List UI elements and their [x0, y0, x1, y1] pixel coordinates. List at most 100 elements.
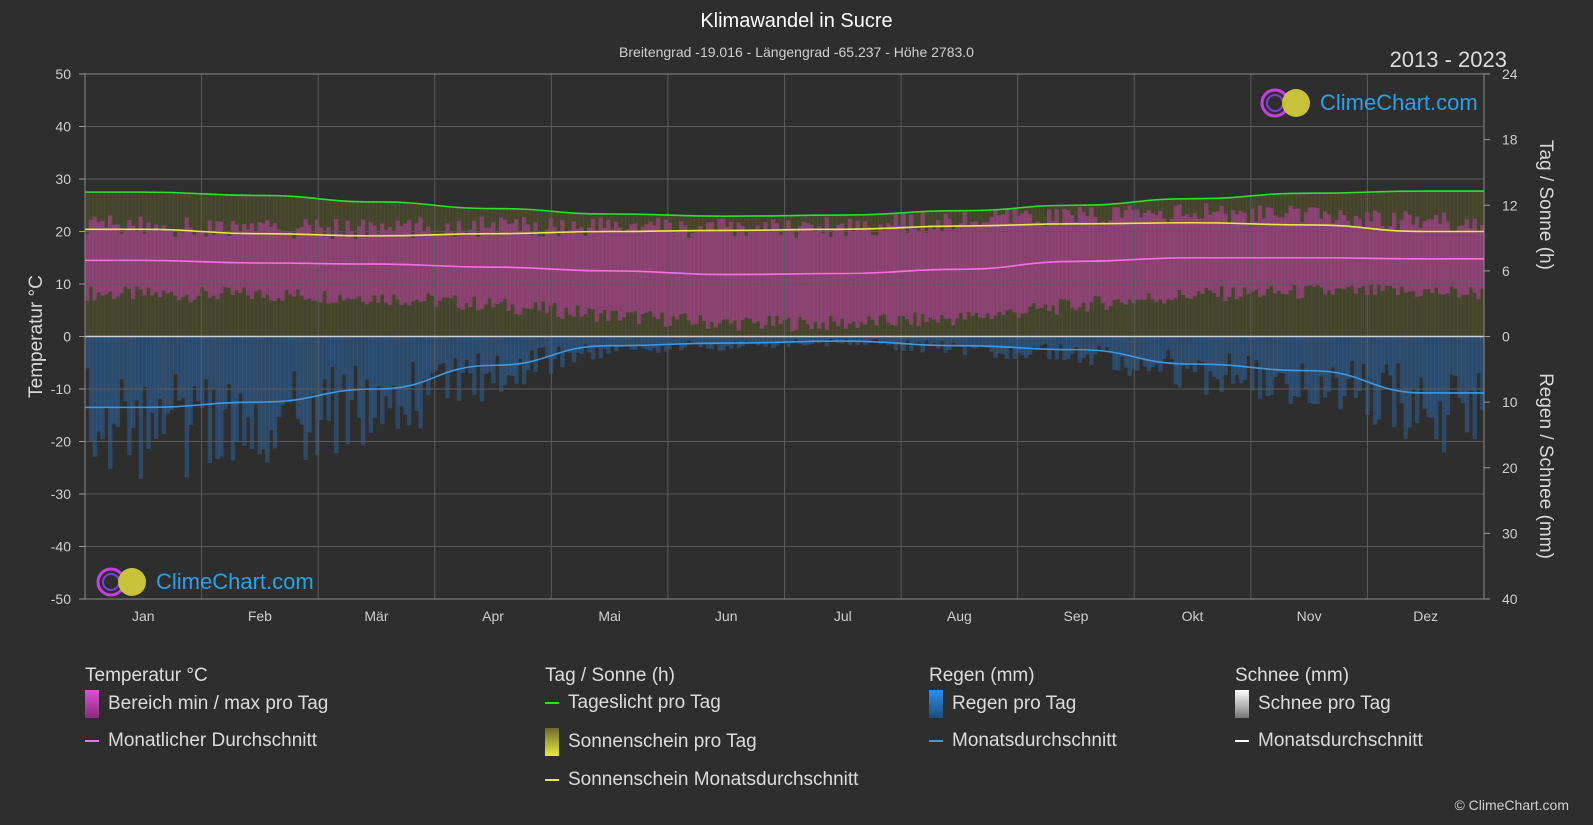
rain-bar [1399, 336, 1405, 404]
temp-range-bar [138, 216, 144, 290]
temp-range-bar [1384, 228, 1389, 286]
daylight-bar [870, 214, 876, 337]
temp-range-bar [211, 234, 216, 296]
daylight-bar [119, 191, 124, 337]
rain-bar [1039, 336, 1044, 346]
legend-heading-temperature: Temperatur °C [85, 665, 208, 686]
temp-range-bar [111, 224, 117, 300]
rain-bar [1050, 336, 1056, 349]
daylight-bar [349, 200, 354, 337]
temp-range-bar [905, 232, 910, 320]
temp-range-bar [280, 231, 285, 302]
daylight-bar [912, 212, 918, 337]
rain-bar [219, 336, 224, 457]
rain-bar [1062, 336, 1067, 361]
daylight-bar [771, 215, 776, 337]
temp-range-bar [1296, 208, 1301, 299]
rain-bar [391, 336, 397, 386]
rain-bar [334, 336, 339, 454]
temp-range-bar [951, 229, 956, 326]
temp-range-bar [529, 235, 535, 309]
daylight-bar [1330, 192, 1336, 337]
daylight-bar [1089, 204, 1094, 337]
rain-bar [567, 336, 573, 353]
daylight-bar [322, 198, 328, 337]
rain-bar [1445, 336, 1451, 415]
rain-bar [755, 336, 761, 346]
legend-label: Regen pro Tag [952, 693, 1077, 714]
rain-bar [897, 336, 903, 345]
rain-bar [372, 336, 377, 419]
temp-range-bar [230, 221, 236, 295]
daylight-bar [820, 215, 826, 337]
rain-bar [1353, 336, 1359, 398]
daylight-bar [291, 197, 297, 337]
temp-range-bar [502, 219, 508, 299]
temp-range-bar [272, 223, 278, 301]
rain-bar [196, 336, 201, 402]
daylight-bar [1093, 204, 1098, 337]
daylight-bar [1208, 197, 1213, 337]
temp-range-bar [261, 223, 266, 298]
daylight-bar [759, 215, 765, 337]
rain-bar [955, 336, 960, 346]
daylight-bar [518, 209, 523, 337]
daylight-bar [1181, 199, 1186, 337]
rain-bar [1296, 336, 1301, 398]
daylight-bar [1116, 202, 1121, 337]
daylight-bar [1273, 194, 1278, 337]
rain-bar [1158, 336, 1163, 372]
daylight-bar [1445, 191, 1451, 337]
logo-icon [1260, 88, 1310, 118]
daylight-bar [751, 215, 757, 337]
daylight-bar [483, 208, 489, 337]
rain-bar [1196, 336, 1201, 361]
temp-range-bar [130, 225, 136, 300]
daylight-bar [1173, 199, 1178, 337]
daylight-bar [679, 215, 684, 337]
temp-range-bar [1468, 228, 1474, 288]
daylight-bar [1376, 191, 1382, 337]
y2-axis-title: Tag / Sonne (h) [1535, 140, 1556, 270]
copyright: © ClimeChart.com [1454, 797, 1569, 813]
daylight-bar [192, 193, 197, 337]
temp-range-bar [859, 229, 864, 323]
daylight-bar [1468, 191, 1474, 337]
rain-bar [337, 336, 343, 391]
temp-range-bar [935, 220, 941, 323]
daylight-bar [215, 194, 220, 337]
daylight-bar [594, 213, 600, 337]
daylight-bar [230, 194, 236, 337]
daylight-bar [939, 211, 945, 337]
temp-range-bar [713, 230, 719, 328]
temp-range-bar [299, 226, 305, 296]
rain-bar [1303, 336, 1309, 390]
daylight-bar [1326, 192, 1332, 337]
daylight-bar [107, 191, 113, 337]
temp-range-bar [219, 221, 224, 294]
rain-bar [1177, 336, 1182, 388]
temp-range-bar [878, 224, 883, 316]
rain-bar [311, 336, 316, 395]
rain-bar [1142, 336, 1148, 367]
temp-range-bar [464, 235, 469, 304]
rain-bar [521, 336, 527, 385]
daylight-bar [732, 216, 738, 337]
temp-range-bar [575, 229, 581, 306]
daylight-bar [652, 214, 657, 337]
rain-bar [659, 336, 665, 346]
rain-bar [529, 336, 535, 351]
daylight-bar [1200, 198, 1205, 337]
temp-range-bar [1150, 213, 1155, 300]
temp-range-bar [88, 219, 94, 287]
daylight-bar [663, 215, 669, 337]
legend-heading-sun: Tag / Sonne (h) [545, 665, 675, 686]
temp-range-bar [840, 223, 845, 319]
temp-range-bar [659, 229, 665, 313]
temp-range-bar [786, 220, 791, 319]
rain-bar [1200, 336, 1205, 362]
temp-range-bar [525, 224, 531, 309]
daylight-bar [142, 192, 147, 337]
rain-bar [882, 336, 887, 342]
rain-bar [751, 336, 757, 344]
